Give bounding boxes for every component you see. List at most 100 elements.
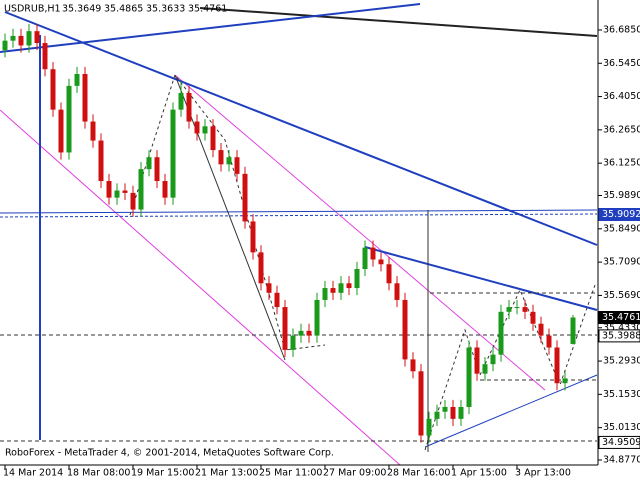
candle-body xyxy=(354,269,360,289)
candle-body xyxy=(474,347,480,374)
trend-line xyxy=(0,109,401,466)
candle-body xyxy=(410,359,416,372)
candle-body xyxy=(378,259,384,265)
candle-body xyxy=(362,247,368,270)
y-tick-label: 35.1530 xyxy=(603,389,640,400)
candle-body xyxy=(74,73,80,86)
y-tick-label: 36.2650 xyxy=(603,124,640,135)
trend-line xyxy=(199,7,598,37)
candle-body xyxy=(90,121,96,141)
candle-body xyxy=(522,307,528,312)
y-tick-label: 36.6850 xyxy=(603,24,640,35)
candle-body xyxy=(210,126,216,151)
symbol: USDRUB,H1 xyxy=(4,4,61,15)
candle-body xyxy=(18,35,24,46)
y-tick-label: 36.4050 xyxy=(603,91,640,102)
candle-body xyxy=(546,335,552,348)
trend-line xyxy=(424,374,598,448)
candle-body xyxy=(466,347,472,407)
wave-line xyxy=(129,73,326,351)
footer: RoboForex - MetaTrader 4, © 2001-2014, M… xyxy=(5,448,334,459)
candle-body xyxy=(538,323,544,336)
candle-body xyxy=(162,181,168,198)
candle-body xyxy=(506,307,512,312)
candle-body xyxy=(530,311,536,324)
candle-body xyxy=(482,364,488,374)
candle-body xyxy=(106,181,112,198)
candle-body xyxy=(314,299,320,336)
candle-body xyxy=(170,109,176,198)
candle-body xyxy=(10,35,16,41)
y-tick-label: 36.5450 xyxy=(603,58,640,69)
candle-body xyxy=(114,190,120,198)
candle-body xyxy=(570,317,576,344)
candle-body xyxy=(66,85,72,153)
candle-body xyxy=(242,173,248,222)
candle-body xyxy=(330,288,336,293)
candle-body xyxy=(186,93,192,122)
candle-body xyxy=(442,406,448,412)
candle-body xyxy=(26,31,32,46)
x-tick-label: 27 Mar 09:00 xyxy=(323,468,386,479)
trend-line xyxy=(364,246,598,311)
x-tick-label: 28 Mar 16:00 xyxy=(387,468,450,479)
candle-body xyxy=(50,69,56,110)
candle-body xyxy=(130,192,136,210)
price-level-label: 35.4761 xyxy=(602,312,640,323)
candle-body xyxy=(434,411,440,419)
candle-body xyxy=(562,378,568,384)
candle-body xyxy=(2,40,8,51)
candle-body xyxy=(370,247,376,260)
candle-body xyxy=(42,43,48,70)
candle-body xyxy=(426,418,432,436)
x-tick-label: 3 Apr 13:00 xyxy=(515,468,571,479)
x-tick-label: 21 Mar 13:00 xyxy=(195,468,258,479)
candle-body xyxy=(402,299,408,360)
candle-body xyxy=(306,330,312,336)
candle-body xyxy=(98,140,104,182)
y-tick-label: 36.1250 xyxy=(603,158,640,169)
ohlc-close: 35.4761 xyxy=(188,4,227,15)
trend-line xyxy=(174,74,546,391)
price-level-box xyxy=(598,435,640,449)
y-tick-label: 35.4330 xyxy=(603,322,640,333)
price-level-box xyxy=(598,329,640,343)
candle-body xyxy=(338,283,344,293)
candle-body xyxy=(258,252,264,284)
trend-line xyxy=(0,209,598,214)
candle-body xyxy=(418,371,424,436)
analysis-lines xyxy=(0,3,598,466)
candle-body xyxy=(490,354,496,365)
candle-body xyxy=(322,288,328,300)
candle-body xyxy=(394,283,400,300)
price-level-box xyxy=(598,311,640,325)
x-tick-label: 1 Apr 15:00 xyxy=(451,468,507,479)
candle-body xyxy=(514,307,520,309)
price-level-label: 35.9092 xyxy=(602,209,640,220)
price-level-label: 35.3988 xyxy=(602,330,640,341)
candle-body xyxy=(450,406,456,419)
candle-body xyxy=(34,31,40,44)
candle-body xyxy=(82,73,88,122)
trend-line xyxy=(4,11,598,246)
candle-body xyxy=(154,157,160,182)
y-tick-label: 35.0130 xyxy=(603,422,640,433)
x-tick-label: 14 Mar 2014 xyxy=(3,468,63,479)
price-level-box xyxy=(598,207,640,221)
candle-body xyxy=(138,169,144,210)
candle-body xyxy=(58,109,64,153)
ohlc-high: 35.4865 xyxy=(104,4,143,15)
trend-line xyxy=(0,3,421,53)
candles xyxy=(2,24,576,443)
candle-body xyxy=(458,406,464,419)
y-tick-label: 35.8490 xyxy=(603,223,640,234)
candle-body xyxy=(298,330,304,336)
trend-line xyxy=(0,213,598,218)
price-level-label: 34.9509 xyxy=(602,437,640,448)
x-tick-label: 19 Mar 15:00 xyxy=(131,468,194,479)
y-tick-label: 35.2930 xyxy=(603,356,640,367)
wave-line xyxy=(174,74,286,361)
candle-body xyxy=(282,307,288,350)
candle-body xyxy=(554,347,560,384)
